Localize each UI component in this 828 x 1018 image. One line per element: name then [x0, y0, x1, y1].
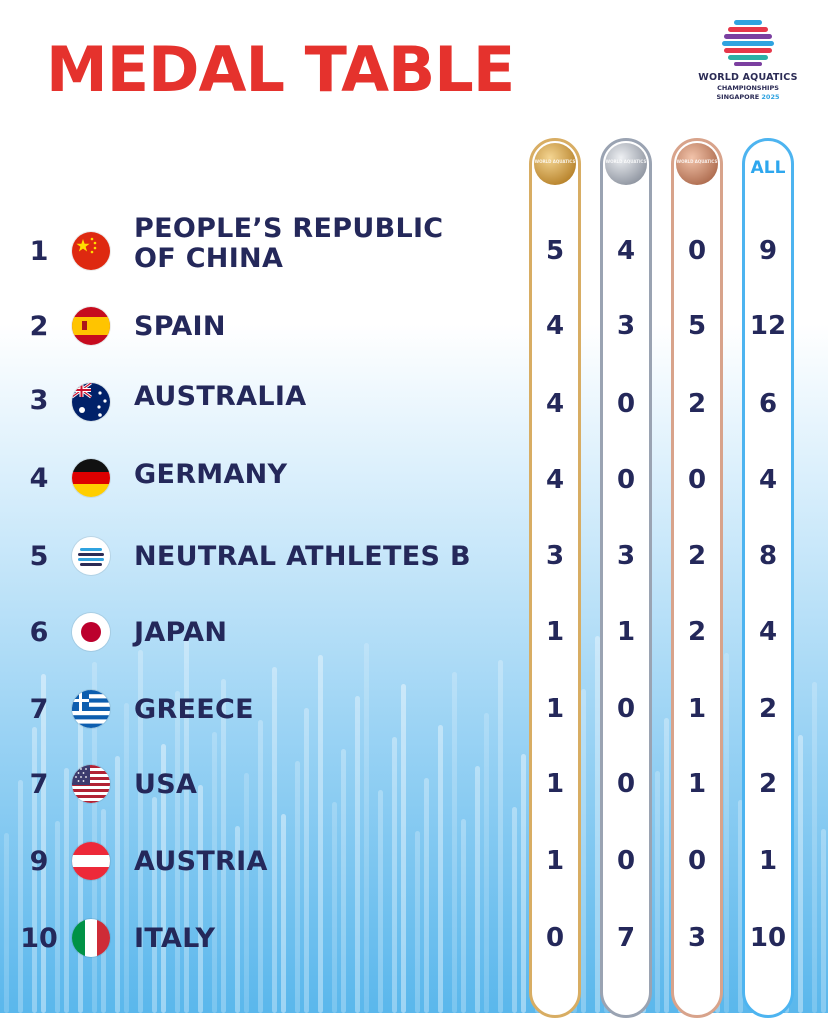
country-name: ITALY: [134, 923, 216, 954]
bronze-count: 0: [687, 465, 707, 495]
germany-flag-icon: [72, 459, 110, 497]
gold-count: 0: [545, 923, 565, 953]
gold-count: 1: [545, 769, 565, 799]
bronze-count: 0: [687, 236, 707, 266]
country-name: AUSTRALIA: [134, 381, 307, 412]
rank: 3: [29, 385, 49, 416]
spain-flag-icon: [72, 307, 110, 345]
gold-count: 3: [545, 541, 565, 571]
gold-count: 1: [545, 617, 565, 647]
silver-count: 0: [616, 769, 636, 799]
total-count: 4: [758, 617, 778, 647]
logo-line-3: SINGAPORE 2025: [696, 93, 800, 101]
gold-column: WORLD AQUATICS: [529, 138, 581, 1018]
rank: 4: [29, 463, 49, 494]
silver-count: 1: [616, 617, 636, 647]
total-column-label: ALL: [750, 158, 786, 178]
bronze-medal-icon: WORLD AQUATICS: [676, 143, 718, 185]
country-name: JAPAN: [134, 617, 228, 648]
italy-flag-icon: [72, 919, 110, 957]
silver-count: 3: [616, 311, 636, 341]
gold-count: 1: [545, 846, 565, 876]
rank: 9: [29, 846, 49, 877]
logo-city: SINGAPORE: [716, 93, 760, 101]
bronze-count: 3: [687, 923, 707, 953]
bronze-count: 1: [687, 694, 707, 724]
country-name: NEUTRAL ATHLETES B: [134, 541, 471, 572]
gold-count: 4: [545, 311, 565, 341]
total-count: 9: [758, 236, 778, 266]
silver-count: 4: [616, 236, 636, 266]
total-count: 2: [758, 769, 778, 799]
silver-column: WORLD AQUATICS: [600, 138, 652, 1018]
rank: 6: [29, 617, 49, 648]
bronze-count: 2: [687, 541, 707, 571]
world-aquatics-logo: WORLD AQUATICS CHAMPIONSHIPS SINGAPORE 2…: [696, 18, 800, 101]
silver-count: 3: [616, 541, 636, 571]
silver-count: 0: [616, 465, 636, 495]
total-count: 12: [749, 311, 787, 341]
total-count: 2: [758, 694, 778, 724]
championship-logo-icon: [722, 20, 774, 66]
rank: 5: [29, 541, 49, 572]
logo-line-2: CHAMPIONSHIPS: [717, 84, 779, 92]
country-name: AUSTRIA: [134, 846, 268, 877]
gold-count: 4: [545, 465, 565, 495]
greece-flag-icon: [72, 690, 110, 728]
bronze-count: 1: [687, 769, 707, 799]
rank: 1: [29, 236, 49, 267]
neutral-athletes-flag-icon: [72, 537, 110, 575]
country-name: GREECE: [134, 694, 254, 725]
logo-line-1: WORLD AQUATICS: [698, 72, 798, 83]
gold-count: 4: [545, 389, 565, 419]
total-count: 10: [749, 923, 787, 953]
bronze-count: 0: [687, 846, 707, 876]
rank: 7: [29, 769, 49, 800]
gold-count: 1: [545, 694, 565, 724]
bronze-count: 2: [687, 389, 707, 419]
gold-medal-icon: WORLD AQUATICS: [534, 143, 576, 185]
australia-flag-icon: [72, 383, 110, 421]
rank: 2: [29, 311, 49, 342]
page-title: MEDAL TABLE: [46, 33, 515, 106]
bronze-count: 2: [687, 617, 707, 647]
country-name: SPAIN: [134, 311, 226, 342]
country-name: PEOPLE’S REPUBLIC OF CHINA: [134, 214, 443, 274]
china-flag-icon: [72, 232, 110, 270]
austria-flag-icon: [72, 842, 110, 880]
silver-count: 0: [616, 389, 636, 419]
total-count: 8: [758, 541, 778, 571]
total-count: 4: [758, 465, 778, 495]
logo-year: 2025: [761, 93, 780, 101]
country-name: USA: [134, 769, 198, 800]
total-column: ALL: [742, 138, 794, 1018]
silver-count: 7: [616, 923, 636, 953]
usa-flag-icon: [72, 765, 110, 803]
silver-count: 0: [616, 694, 636, 724]
rank: 10: [20, 923, 58, 954]
bronze-column: WORLD AQUATICS: [671, 138, 723, 1018]
country-name: GERMANY: [134, 459, 288, 490]
japan-flag-icon: [72, 613, 110, 651]
silver-count: 0: [616, 846, 636, 876]
total-count: 6: [758, 389, 778, 419]
country-name-line-2: OF CHINA: [134, 243, 284, 274]
country-name-line-1: PEOPLE’S REPUBLIC: [134, 213, 444, 244]
silver-medal-icon: WORLD AQUATICS: [605, 143, 647, 185]
rank: 7: [29, 694, 49, 725]
total-count: 1: [758, 846, 778, 876]
bronze-count: 5: [687, 311, 707, 341]
gold-count: 5: [545, 236, 565, 266]
